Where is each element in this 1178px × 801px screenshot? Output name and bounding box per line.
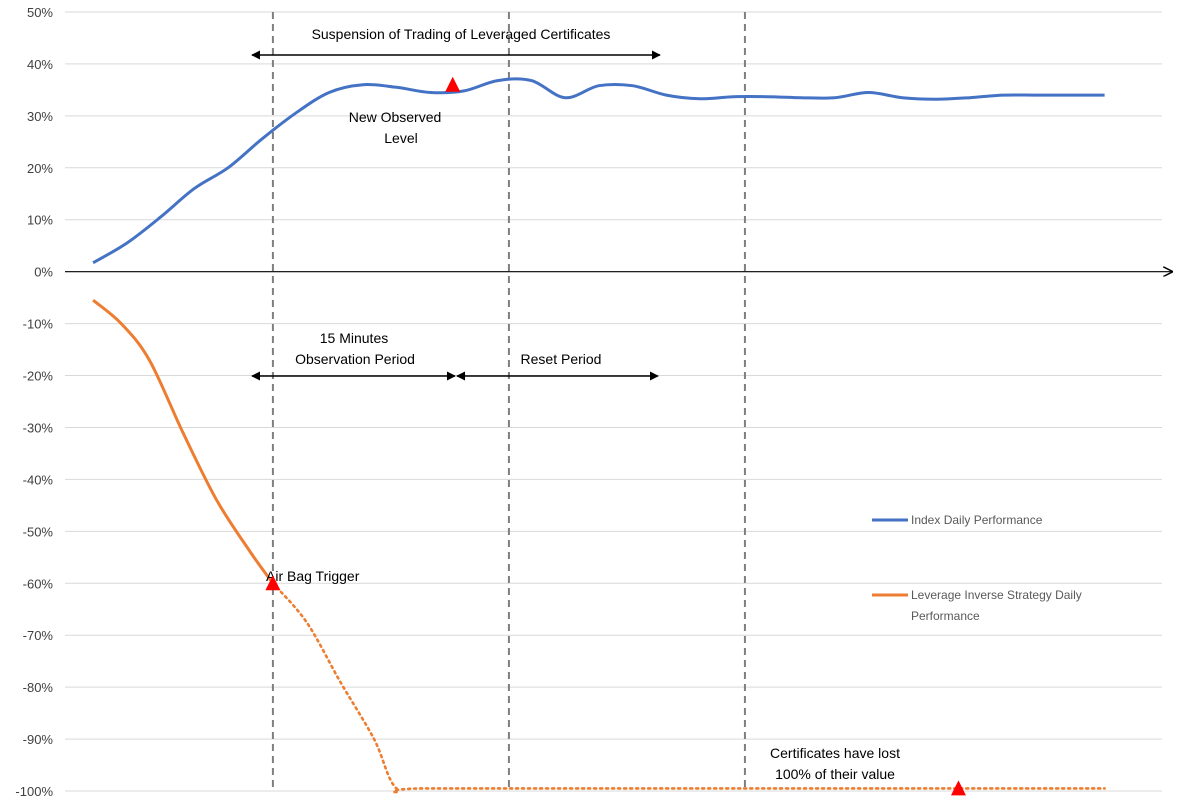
y-tick-label: 10% <box>27 213 53 228</box>
y-tick-label: -90% <box>23 732 54 747</box>
observation-label-line1: 15 Minutes <box>320 330 388 346</box>
y-tick-label: -70% <box>23 628 54 643</box>
legend-label-index: Index Daily Performance <box>911 513 1043 527</box>
markers <box>265 76 966 796</box>
legend-label-inverse-line2: Performance <box>911 609 980 623</box>
y-tick-label: 0% <box>34 265 53 280</box>
gridlines <box>65 11 1162 792</box>
y-tick-label: 50% <box>27 5 53 20</box>
y-tick-label: -10% <box>23 317 54 332</box>
lost-label-line2: 100% of their value <box>775 766 895 782</box>
y-tick-label: -50% <box>23 524 54 539</box>
legend-label-inverse-line1: Leverage Inverse Strategy Daily <box>911 588 1082 602</box>
y-tick-label: -80% <box>23 680 54 695</box>
y-tick-label: -30% <box>23 420 54 435</box>
lost-label-line1: Certificates have lost <box>770 745 900 761</box>
suspension-label: Suspension of Trading of Leveraged Certi… <box>312 26 611 42</box>
marker-triangle-1 <box>265 575 281 591</box>
marker-triangle-2 <box>950 780 966 796</box>
y-tick-label: 20% <box>27 161 53 176</box>
series-lines <box>92 77 1106 794</box>
y-tick-label: 30% <box>27 109 53 124</box>
y-tick-label: -60% <box>23 576 54 591</box>
y-tick-label: -100% <box>15 784 53 799</box>
legend: Index Daily Performance Leverage Inverse… <box>872 513 1082 623</box>
y-tick-label: 40% <box>27 57 53 72</box>
marker-triangle-0 <box>445 76 461 92</box>
y-tick-label: -20% <box>23 369 54 384</box>
airbag-label: Air Bag Trigger <box>266 568 360 584</box>
y-axis-ticks: 50% 40% 30% 20% 10% 0% -10% -20% -30% -40% -50% -60… <box>15 5 53 799</box>
period-boundaries <box>271 12 746 791</box>
observation-label-line2: Observation Period <box>295 351 415 367</box>
reset-label: Reset Period <box>521 351 602 367</box>
series-line-2 <box>271 582 1106 794</box>
new-level-label-line1: New Observed <box>349 109 442 125</box>
series-line-1 <box>92 299 275 585</box>
y-tick-label: -40% <box>23 472 54 487</box>
series-line-0 <box>92 77 1105 265</box>
new-level-label-line2: Level <box>384 130 417 146</box>
